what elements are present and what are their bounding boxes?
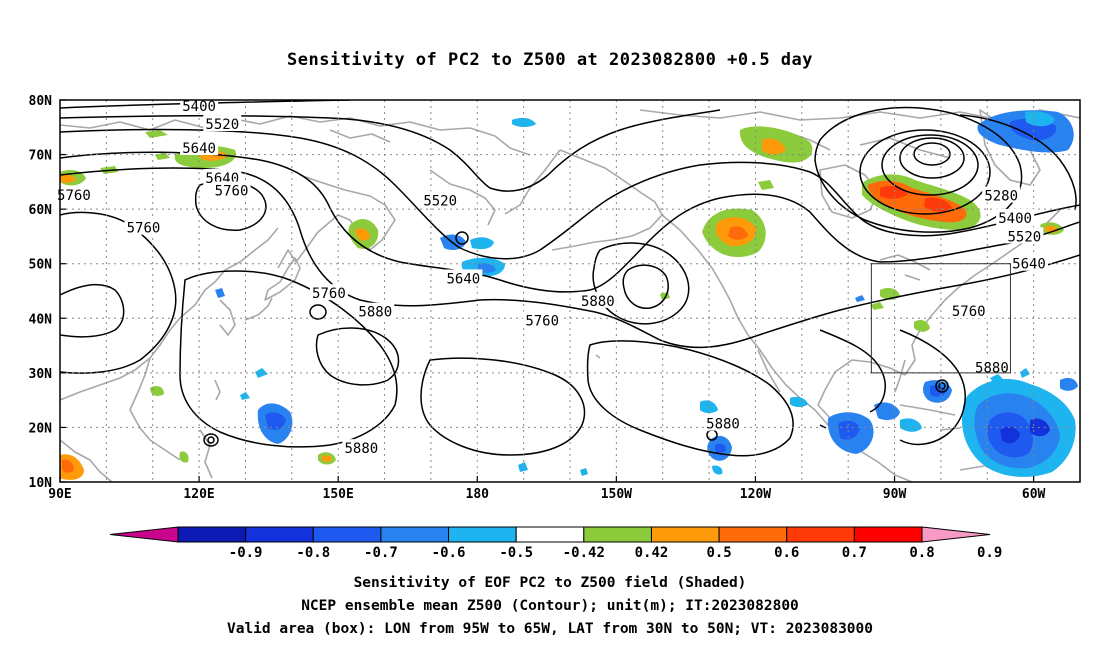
contour-label: 5760: [215, 184, 249, 200]
contour-label-background: [578, 291, 617, 308]
contour-label: 5760: [57, 188, 91, 204]
contour-label-background: [1005, 227, 1044, 244]
colorbar-label: -0.42: [563, 545, 605, 561]
colorbar-upper-extend: [921, 526, 991, 543]
contour-label: 5400: [998, 211, 1032, 227]
colorbar-swatch: [786, 526, 855, 543]
lat-tick-label: 10N: [29, 476, 53, 491]
colorbar-label: 0.6: [774, 545, 799, 561]
sensitivity-map: 5400 5520 5640 5760 5760 5520 5640 5760 5760 5880…: [29, 94, 1081, 561]
contour-label: 5520: [1008, 229, 1042, 245]
contour-label: 5280: [984, 189, 1018, 205]
contour-label-background: [212, 181, 251, 198]
colorbar-label: -0.6: [432, 545, 466, 561]
contour-label: 5640: [182, 141, 216, 157]
contour-label-background: [972, 358, 1011, 375]
lat-tick-label: 70N: [29, 149, 53, 164]
colorbar-label: 0.8: [909, 545, 934, 561]
colorbar-label: -0.7: [364, 545, 398, 561]
contour-label-background: [180, 139, 219, 156]
lon-tick-label: 150E: [323, 487, 354, 502]
contour-label: 5760: [312, 286, 346, 302]
colorbar-label: -0.8: [296, 545, 330, 561]
colorbar-swatch: [515, 526, 585, 543]
lon-tick-label: 120W: [740, 487, 771, 502]
contour-label: 5880: [975, 360, 1009, 376]
lon-tick-label: 90E: [48, 487, 71, 502]
contour-label-background: [309, 284, 348, 301]
axis-labels: 90E 120E 150E 180 150W 120W 90W 60W 80N 70N 60N 50N…: [29, 94, 1046, 502]
lon-tick-label: 150W: [601, 487, 632, 502]
contour-label: 5880: [706, 417, 740, 433]
valid-area-box: [870, 263, 1011, 374]
contour-label: 5640: [447, 271, 481, 287]
contour-label-background: [949, 302, 988, 319]
lon-tick-label: 120E: [183, 487, 214, 502]
contour-label-background: [124, 218, 163, 235]
map-title: Sensitivity of PC2 to Z500 at 2023082800…: [286, 50, 813, 70]
contour-label-background: [1010, 254, 1048, 271]
contour-label-background: [704, 414, 742, 431]
contour-labels: 5400 5520 5640 5760 5760 5520 5640 5760 5760 5880…: [54, 97, 1048, 457]
colorbar-swatch: [583, 526, 652, 543]
contour-label: 5520: [205, 117, 239, 133]
lat-tick-label: 40N: [29, 312, 53, 327]
lon-tick-label: 90W: [883, 487, 907, 502]
contour-label: 5760: [952, 304, 986, 320]
colorbar-label: 0.7: [842, 545, 867, 561]
colorbar: -0.9 -0.8 -0.7 -0.6 -0.5 -0.42 0.42 0.5 0.6 0.7 0.…: [109, 526, 1002, 561]
contour-label: 5520: [423, 193, 457, 209]
sensitivity-shading: [60, 110, 1078, 480]
contour-label-background: [356, 302, 395, 319]
contour-label: 5400: [182, 99, 216, 115]
contour-label: 5640: [1012, 257, 1046, 273]
contour-label: 5880: [345, 441, 379, 457]
lon-tick-label: 60W: [1022, 487, 1046, 502]
lat-tick-label: 60N: [29, 203, 53, 218]
lat-tick-label: 50N: [29, 258, 53, 273]
contour-label-background: [523, 311, 562, 328]
lat-tick-label: 20N: [29, 421, 53, 436]
contour-label-background: [342, 439, 381, 456]
plot-frame: [59, 99, 1081, 483]
contour-label-background: [54, 185, 93, 202]
contour-label: 5760: [127, 221, 161, 237]
contour-label-background: [203, 115, 242, 132]
colorbar-lower-extend: [109, 526, 179, 543]
colorbar-label: 0.42: [635, 545, 669, 561]
colorbar-swatch: [448, 526, 517, 543]
colorbar-swatch: [380, 526, 450, 543]
colorbar-swatch: [177, 526, 247, 543]
contour-label-background: [421, 191, 460, 208]
colorbar-swatch: [312, 526, 382, 543]
lat-tick-label: 80N: [29, 94, 53, 109]
lat-lon-gridlines: [60, 100, 1081, 482]
contour-label-background: [180, 97, 219, 114]
contour-label-background: [982, 186, 1021, 203]
colorbar-label: 0.9: [977, 545, 1002, 561]
colorbar-label: 0.5: [706, 545, 731, 561]
colorbar-swatch: [245, 526, 314, 543]
caption-valid-area: Valid area (box): LON from 95W to 65W, L…: [226, 621, 873, 637]
colorbar-label: -0.5: [499, 545, 533, 561]
contour-label: 5880: [358, 305, 392, 321]
lat-tick-label: 30N: [29, 367, 53, 382]
contour-label: 5760: [525, 313, 559, 329]
colorbar-swatch: [853, 526, 923, 543]
lon-tick-label: 180: [466, 487, 490, 502]
contour-label-background: [203, 169, 242, 186]
colorbar-label: -0.9: [229, 545, 263, 561]
caption-contour: NCEP ensemble mean Z500 (Contour); unit(…: [301, 598, 799, 614]
contour-label-background: [996, 208, 1035, 225]
contour-label-background: [444, 269, 483, 286]
colorbar-swatch: [650, 526, 720, 543]
contour-label: 5880: [581, 294, 615, 310]
colorbar-swatch: [718, 526, 788, 543]
caption-shaded: Sensitivity of EOF PC2 to Z500 field (Sh…: [353, 575, 747, 591]
